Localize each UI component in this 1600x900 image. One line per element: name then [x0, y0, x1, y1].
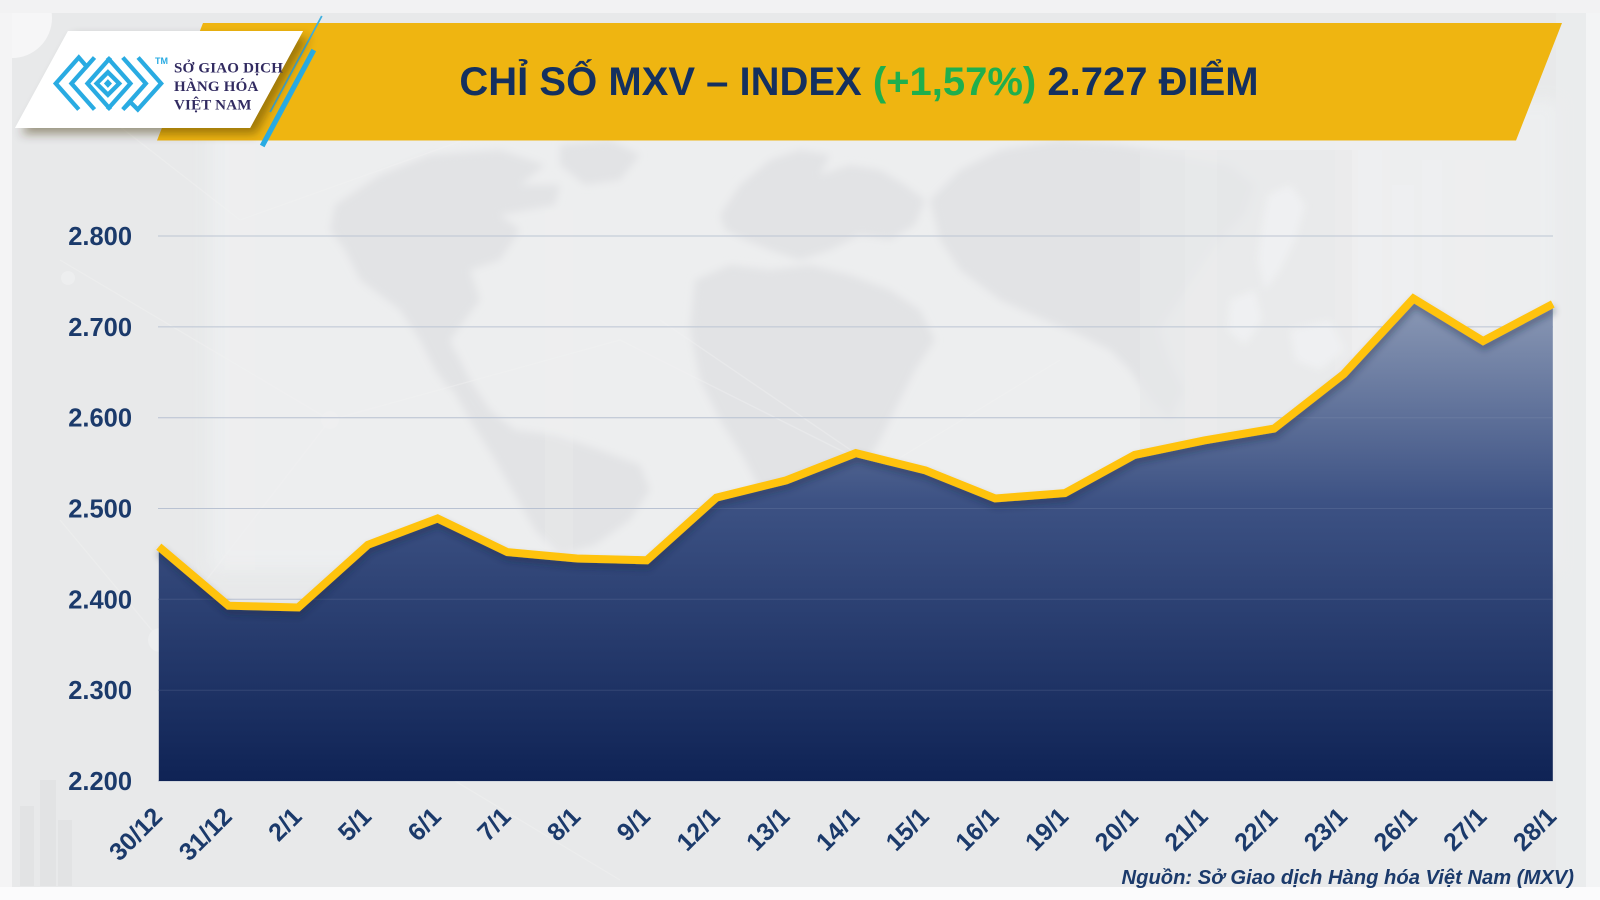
svg-text:Nguồn: Sở Giao dịch Hàng hóa V: Nguồn: Sở Giao dịch Hàng hóa Việt Nam (M… [1122, 867, 1575, 889]
svg-text:2.600: 2.600 [68, 405, 132, 433]
svg-text:HÀNG HÓA: HÀNG HÓA [174, 78, 259, 95]
svg-text:TM: TM [155, 56, 168, 66]
svg-text:CHỈ SỐ MXV – INDEX (+1,57%) 2.: CHỈ SỐ MXV – INDEX (+1,57%) 2.727 ĐIỂM [459, 57, 1258, 104]
svg-text:VIỆT NAM: VIỆT NAM [174, 97, 252, 114]
svg-text:2.800: 2.800 [68, 223, 132, 251]
svg-text:2.200: 2.200 [68, 768, 132, 796]
svg-text:SỞ GIAO DỊCH: SỞ GIAO DỊCH [174, 60, 283, 77]
svg-text:2.500: 2.500 [68, 496, 132, 524]
svg-text:2.400: 2.400 [68, 586, 132, 614]
svg-text:2.300: 2.300 [68, 677, 132, 705]
svg-text:2.700: 2.700 [68, 314, 132, 342]
